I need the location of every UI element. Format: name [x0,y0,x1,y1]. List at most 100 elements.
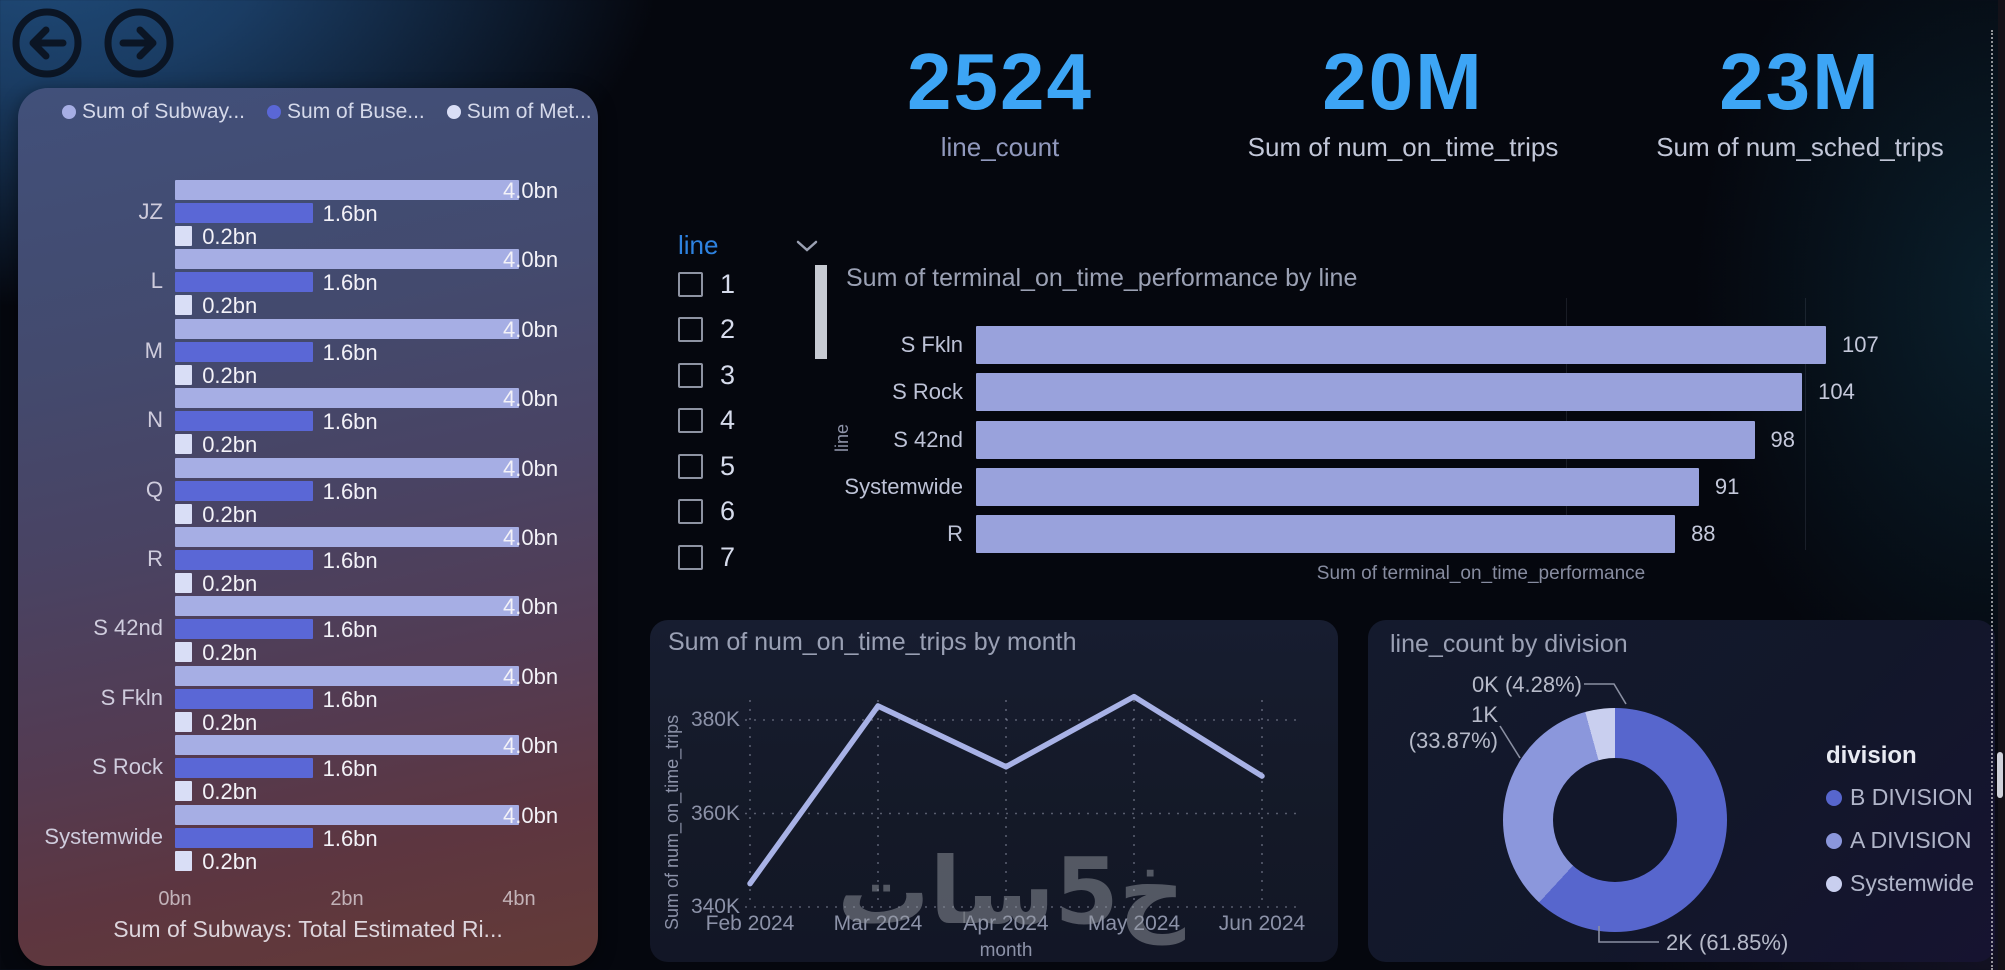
x-axis-tick: Apr 2024 [963,912,1049,935]
rider-bar-group: Q 4.0bn 1.6bn 0.2bn [146,455,595,527]
riders-x-axis-title: Sum of Subways: Total Estimated Ri... [113,916,503,942]
bar[interactable] [976,373,1803,412]
checkbox-icon[interactable] [678,362,703,388]
bar[interactable] [976,326,1826,364]
bar-row: 4.0bn [175,733,595,758]
legend-label: Sum of Subway... [82,100,246,123]
bar-row: 0.2bn [175,849,595,874]
bar[interactable] [175,642,193,663]
trips-chart-title: Sum of num_on_time_trips by month [668,628,1077,656]
bar-value-label: 4.0bn [503,455,559,481]
line-slicer: line 1 2 3 4 5 6 7 [678,230,828,590]
legend-item[interactable]: B DIVISION [1826,784,1974,811]
bar[interactable] [175,619,313,640]
bar[interactable] [175,688,313,709]
category-label: S Fkln [900,332,963,357]
riders-x-axis-ticks: 0bn 2bn 4bn [158,888,595,914]
bar-value-label: 1.6bn [322,478,378,504]
bar[interactable] [175,711,193,732]
bar[interactable] [175,203,313,223]
bar-value-label: 4.0bn [503,386,559,412]
bar-value-label: 104 [1818,379,1855,405]
bar[interactable] [175,249,519,270]
slicer-item[interactable]: 5 [678,451,735,481]
checkbox-icon[interactable] [678,271,703,297]
legend-item[interactable]: A DIVISION [1826,827,1974,854]
bar-row: 0.2bn [175,571,595,596]
division-legend: division B DIVISION A DIVISION Systemwide [1826,742,1974,913]
bar[interactable] [175,827,313,848]
bar[interactable] [175,457,519,478]
chevron-down-icon[interactable] [796,240,818,252]
legend-item[interactable]: Sum of Subway... [62,100,245,124]
page-scrollbar-thumb[interactable] [1997,752,2003,798]
bar[interactable] [175,596,519,617]
bar[interactable] [175,781,193,802]
legend-dot-icon [62,105,76,119]
slicer-item[interactable]: 6 [678,496,735,526]
bar[interactable] [175,804,519,825]
category-label: JZ [138,199,163,224]
bar[interactable] [175,550,313,570]
bar[interactable] [175,411,313,432]
bar[interactable] [175,388,519,409]
bar[interactable] [175,758,313,779]
checkbox-icon[interactable] [678,408,703,433]
slicer-scrollbar[interactable] [815,265,827,359]
bar-value-label: 0.2bn [202,848,258,874]
slicer-item[interactable]: 7 [678,542,735,572]
nav-forward-button[interactable] [102,6,176,80]
bar[interactable] [175,434,193,455]
bar[interactable] [175,573,193,593]
bar[interactable] [976,467,1699,506]
trips-data-line[interactable] [747,693,1265,887]
checkbox-icon[interactable] [678,544,703,570]
bar[interactable] [175,180,519,200]
category-label: R [947,521,963,547]
bar-value-label: 0.2bn [202,640,258,666]
checkbox-icon[interactable] [678,453,703,479]
bar[interactable] [175,272,313,293]
rider-bar-group: S Rock 4.0bn 1.6bn 0.2bn [92,733,595,804]
checkbox-icon[interactable] [678,499,703,524]
bar[interactable] [175,295,193,316]
bar[interactable] [175,341,313,362]
legend-dot-icon [1826,875,1842,892]
bar[interactable] [175,226,193,246]
riders-plot: JZ 4.0bn 1.6bn 0.2bn L 4.0bn 1.6bn 0.2bn M 4.0bn 1… [44,178,595,880]
legend-item[interactable]: Sum of Met... [446,100,592,124]
bar[interactable] [175,503,193,524]
slicer-item[interactable]: 4 [678,405,735,435]
terminal-chart-title: Sum of terminal_on_time_performance by l… [846,264,1358,292]
bar-row: 1.6bn [175,826,595,851]
bar[interactable] [175,364,193,385]
nav-back-button[interactable] [10,6,84,80]
bar-value-label: 4.0bn [503,663,559,689]
bar-value-label: 0.2bn [202,293,258,319]
checkbox-icon[interactable] [678,317,703,342]
line-slicer-items: 1 2 3 4 5 6 7 [678,269,735,591]
legend-item[interactable]: Sum of Buse... [267,100,425,124]
bar[interactable] [976,420,1755,459]
bar[interactable] [175,318,519,339]
bar[interactable] [175,850,193,871]
bar[interactable] [175,480,313,501]
trips-x-axis-title: month [979,940,1033,961]
bar[interactable] [175,665,519,686]
bar[interactable] [175,735,519,756]
bar-value-label: 4.0bn [503,525,559,550]
legend-item[interactable]: Systemwide [1826,870,1974,897]
x-axis-tick: 0bn [158,888,192,910]
line-slicer-header[interactable]: line [678,230,818,261]
bar-value-label: 1.6bn [322,548,378,573]
trips-line-chart-panel: Sum of num_on_time_trips by month Sum of… [650,620,1338,962]
bar-row: 0.2bn [175,363,595,388]
bar[interactable] [175,527,519,547]
bar-row: 4.0bn [175,317,595,342]
bar[interactable] [976,515,1676,554]
slicer-item[interactable]: 1 [678,269,735,299]
slicer-item[interactable]: 2 [678,314,735,344]
bar-value-label: 1.6bn [322,756,378,782]
legend-label: Sum of Met... [466,100,592,123]
slicer-item[interactable]: 3 [678,360,735,390]
